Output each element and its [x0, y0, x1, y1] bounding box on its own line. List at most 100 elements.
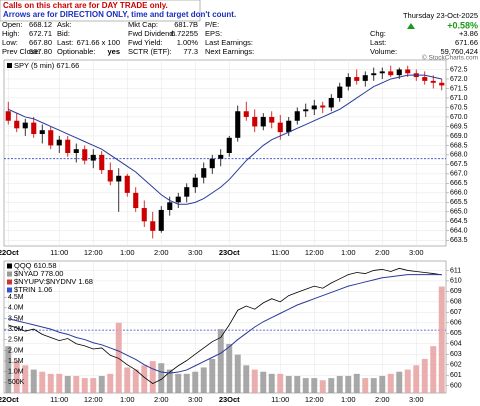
y-tick-label: 665.5 — [450, 199, 468, 206]
volume-bar — [209, 358, 216, 393]
x-tick-label: 11:00 — [50, 395, 68, 404]
x-tick-label: 1:00 — [120, 395, 135, 404]
volume-bar — [362, 378, 369, 393]
x-tick-label: 3:00 — [188, 395, 203, 404]
candle-body — [218, 154, 224, 159]
field-label: Volume: — [370, 47, 397, 56]
legend-label: $TRIN 1.06 — [14, 285, 52, 294]
candle-body — [422, 77, 428, 81]
x-tick-label: 2:00 — [375, 395, 390, 404]
legend-label: QQQ 610.58 — [14, 261, 57, 270]
x-tick-label: 12:00 — [305, 248, 324, 257]
y2-tick-label: 4.5M — [8, 294, 24, 301]
candle-body — [277, 122, 283, 133]
volume-bar — [234, 354, 241, 393]
x-tick-label: 1:00 — [120, 248, 135, 257]
candle-body — [328, 97, 334, 108]
volume-bar — [47, 373, 54, 393]
volume-bar — [379, 375, 386, 393]
volume-bar — [30, 369, 37, 393]
field-label: Chg: — [370, 29, 386, 38]
candle-body — [124, 175, 130, 193]
volume-bar — [319, 380, 326, 393]
x-tick-label: 22Oct — [0, 248, 19, 257]
x-tick-label: 12:00 — [84, 395, 103, 404]
legend-swatch — [7, 287, 12, 293]
volume-bar — [81, 378, 88, 393]
volume-bar — [115, 322, 122, 393]
candle-body — [167, 202, 173, 210]
candle-body — [439, 82, 445, 86]
x-tick-label: 12:00 — [305, 395, 324, 404]
field-label: High: — [2, 29, 20, 38]
watermark: © StockCharts.com — [422, 54, 478, 62]
field-value: 681.7B — [174, 20, 198, 29]
volume-bar — [39, 371, 46, 393]
field-value: 671.66 — [455, 38, 478, 47]
candle-body — [82, 149, 88, 161]
x-tick-label: 3:00 — [188, 248, 203, 257]
field-label: Mkt Cap: — [128, 20, 158, 29]
change-pct: +0.58% — [447, 20, 478, 30]
field-value: 59,760,424 — [440, 47, 478, 56]
volume-bar — [73, 375, 80, 393]
y-tick-label: 668.5 — [450, 142, 468, 149]
candle-body — [107, 170, 113, 182]
x-tick-label: 11:00 — [271, 248, 289, 257]
volume-bar — [107, 373, 114, 393]
price-line — [8, 267, 442, 385]
volume-bar — [175, 373, 182, 393]
volume-bar — [404, 369, 411, 393]
candle-body — [65, 139, 71, 153]
moving-average — [8, 74, 442, 205]
candle-body — [150, 221, 156, 231]
y-tick-label: 672.0 — [450, 76, 468, 83]
volume-bar — [243, 365, 250, 393]
y-tick-label: 672.5 — [450, 66, 468, 73]
field-label: Bid: — [57, 29, 70, 38]
volume-bar — [336, 375, 343, 393]
candle-body — [99, 154, 105, 171]
x-tick-label: 1:00 — [341, 395, 356, 404]
y-tick-label: 664.0 — [450, 228, 468, 235]
candle-body — [243, 111, 249, 117]
candle-body — [48, 130, 54, 146]
y2-tick-label: 3.5M — [8, 315, 24, 322]
volume-bar — [353, 373, 360, 393]
candle-body — [175, 196, 181, 203]
legend-swatch — [7, 63, 12, 68]
candle-body — [116, 175, 122, 182]
candle-body — [252, 116, 258, 127]
y-tick-label: 606 — [450, 320, 462, 327]
x-tick-label: 11:00 — [50, 248, 68, 257]
y2-tick-label: 1.5M — [8, 358, 24, 365]
x-tick-label: 3:00 — [409, 395, 424, 404]
volume-bar — [328, 378, 335, 393]
field-label: SCTR (ETF): — [128, 47, 172, 56]
x-tick-label: 2:00 — [154, 248, 169, 257]
volume-bar — [226, 344, 233, 393]
note: Calls on this chart are for DAY TRADE on… — [3, 1, 168, 10]
legend-label: SPY (5 min) 671.66 — [14, 61, 79, 70]
date: Thursday 23-Oct-2025 — [403, 11, 478, 20]
y2-tick-label: 2.0M — [8, 347, 24, 354]
y-tick-label: 604 — [450, 341, 462, 348]
candle-body — [286, 120, 292, 133]
candle-body — [354, 77, 360, 81]
volume-bar — [387, 373, 394, 393]
candle-body — [345, 77, 351, 87]
field-label: Last Earnings: — [205, 38, 253, 47]
legend-swatch — [7, 271, 12, 277]
legend-swatch — [7, 279, 12, 285]
candle-body — [371, 73, 377, 76]
y-tick-label: 671.0 — [450, 95, 468, 102]
candle-body — [31, 122, 37, 135]
x-tick-label: 11:00 — [271, 395, 289, 404]
plot-area — [3, 260, 447, 394]
candle-body — [5, 111, 11, 121]
volume-bar — [345, 375, 352, 393]
candle-body — [39, 130, 45, 135]
field-label: P/E: — [205, 20, 219, 29]
candle-body — [405, 69, 411, 74]
y-tick-label: 664.5 — [450, 218, 468, 225]
